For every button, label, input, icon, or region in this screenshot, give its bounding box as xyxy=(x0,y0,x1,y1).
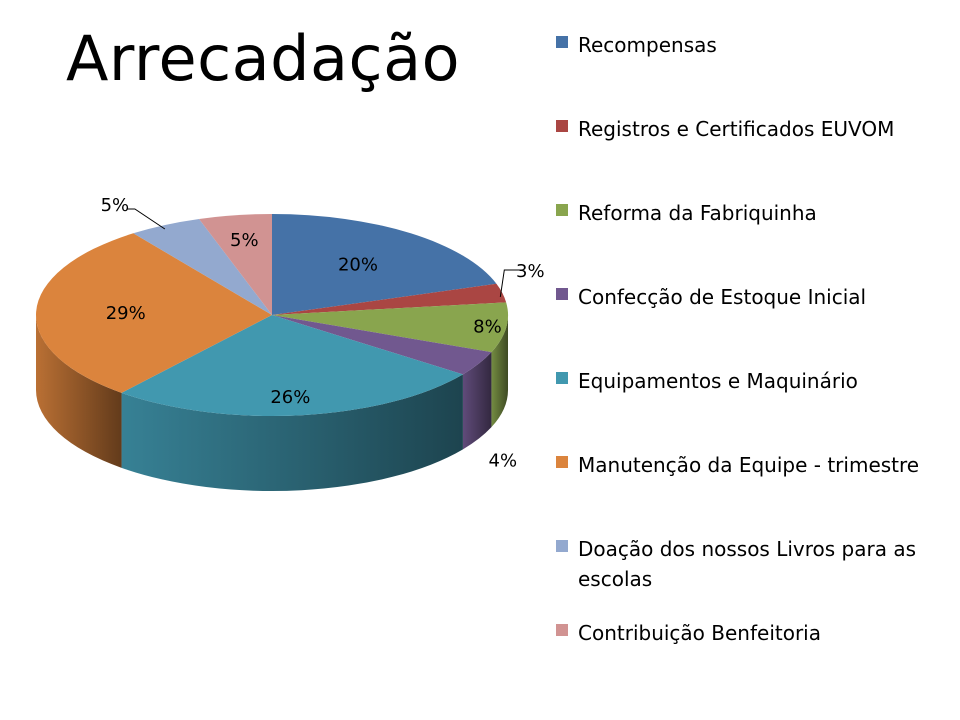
legend-label: Doação dos nossos Livros para as escolas xyxy=(578,537,917,591)
legend-item-confeccao-de-estoque-inicial: Confecção de Estoque Inicial xyxy=(556,282,956,312)
data-label-contribuicao-benfeitoria: 5% xyxy=(230,230,259,251)
pie-side-confeccao-de-estoque-inicial xyxy=(462,352,492,450)
data-label-recompensas: 20% xyxy=(338,254,378,275)
pie-slice-contribuicao-benfeitoria xyxy=(199,214,272,315)
pie-side-reforma-da-fabriquinha xyxy=(491,315,508,428)
data-labels: 20% 3% 8% 4% 26% 29% 5% 5% xyxy=(101,195,545,472)
legend-label: Contribuição Benfeitoria xyxy=(578,621,821,645)
legend-item-contribuicao-benfeitoria: Contribuição Benfeitoria xyxy=(556,618,956,648)
legend-swatch xyxy=(556,456,568,468)
data-label-doacao-dos-nossos-livros-para-as-escolas: 5% xyxy=(101,195,130,216)
legend-item-doacao-dos-nossos-livros-para-as-escolas: Doação dos nossos Livros para as escolas xyxy=(556,534,956,594)
leader-line xyxy=(126,208,166,230)
legend-label: Equipamentos e Maquinário xyxy=(578,369,858,393)
legend-item-equipamentos-e-maquinario: Equipamentos e Maquinário xyxy=(556,366,956,396)
legend-label: Recompensas xyxy=(578,33,717,57)
legend-swatch xyxy=(556,540,568,552)
pie-sides xyxy=(36,315,508,491)
pie-slice-registros-e-certificados-euvom xyxy=(272,283,507,315)
leader-lines xyxy=(126,208,523,298)
pie-slice-recompensas xyxy=(272,214,497,315)
chart-title: Arrecadação xyxy=(66,22,461,95)
legend-swatch xyxy=(556,372,568,384)
pie-slice-equipamentos-e-maquinario xyxy=(121,315,463,417)
legend-swatch xyxy=(556,204,568,216)
legend-swatch xyxy=(556,288,568,300)
legend-swatch xyxy=(556,624,568,636)
data-label-reforma-da-fabriquinha: 8% xyxy=(473,317,502,338)
legend-label: Confecção de Estoque Inicial xyxy=(578,285,867,309)
data-label-manutencao-da-equipe-trimestre: 29% xyxy=(106,303,146,324)
leader-line xyxy=(499,269,523,298)
legend-label: Manutenção da Equipe - trimestre xyxy=(578,453,920,477)
pie-slice-manutencao-da-equipe-trimestre xyxy=(35,233,273,393)
legend-item-recompensas: Recompensas xyxy=(556,30,956,60)
pie-slice-reforma-da-fabriquinha xyxy=(272,302,508,353)
data-label-equipamentos-e-maquinario: 26% xyxy=(270,387,310,408)
pie-slice-confeccao-de-estoque-inicial xyxy=(272,315,492,375)
legend-swatch xyxy=(556,120,568,132)
legend-item-reforma-da-fabriquinha: Reforma da Fabriquinha xyxy=(556,198,956,228)
data-label-confeccao-de-estoque-inicial: 4% xyxy=(489,451,518,472)
legend-swatch xyxy=(556,36,568,48)
legend-label: Reforma da Fabriquinha xyxy=(578,201,817,225)
pie-side-equipamentos-e-maquinario xyxy=(121,374,463,491)
pie-tops xyxy=(35,214,508,417)
data-label-registros-e-certificados-euvom: 3% xyxy=(516,261,545,282)
legend-item-manutencao-da-equipe-trimestre: Manutenção da Equipe - trimestre xyxy=(556,450,956,480)
pie-slice-doacao-dos-nossos-livros-para-as-escolas xyxy=(133,218,272,315)
pie-side-manutencao-da-equipe-trimestre xyxy=(36,315,122,468)
legend-label: Registros e Certificados EUVOM xyxy=(578,117,895,141)
legend-item-registros-e-certificados-euvom: Registros e Certificados EUVOM xyxy=(556,114,956,144)
